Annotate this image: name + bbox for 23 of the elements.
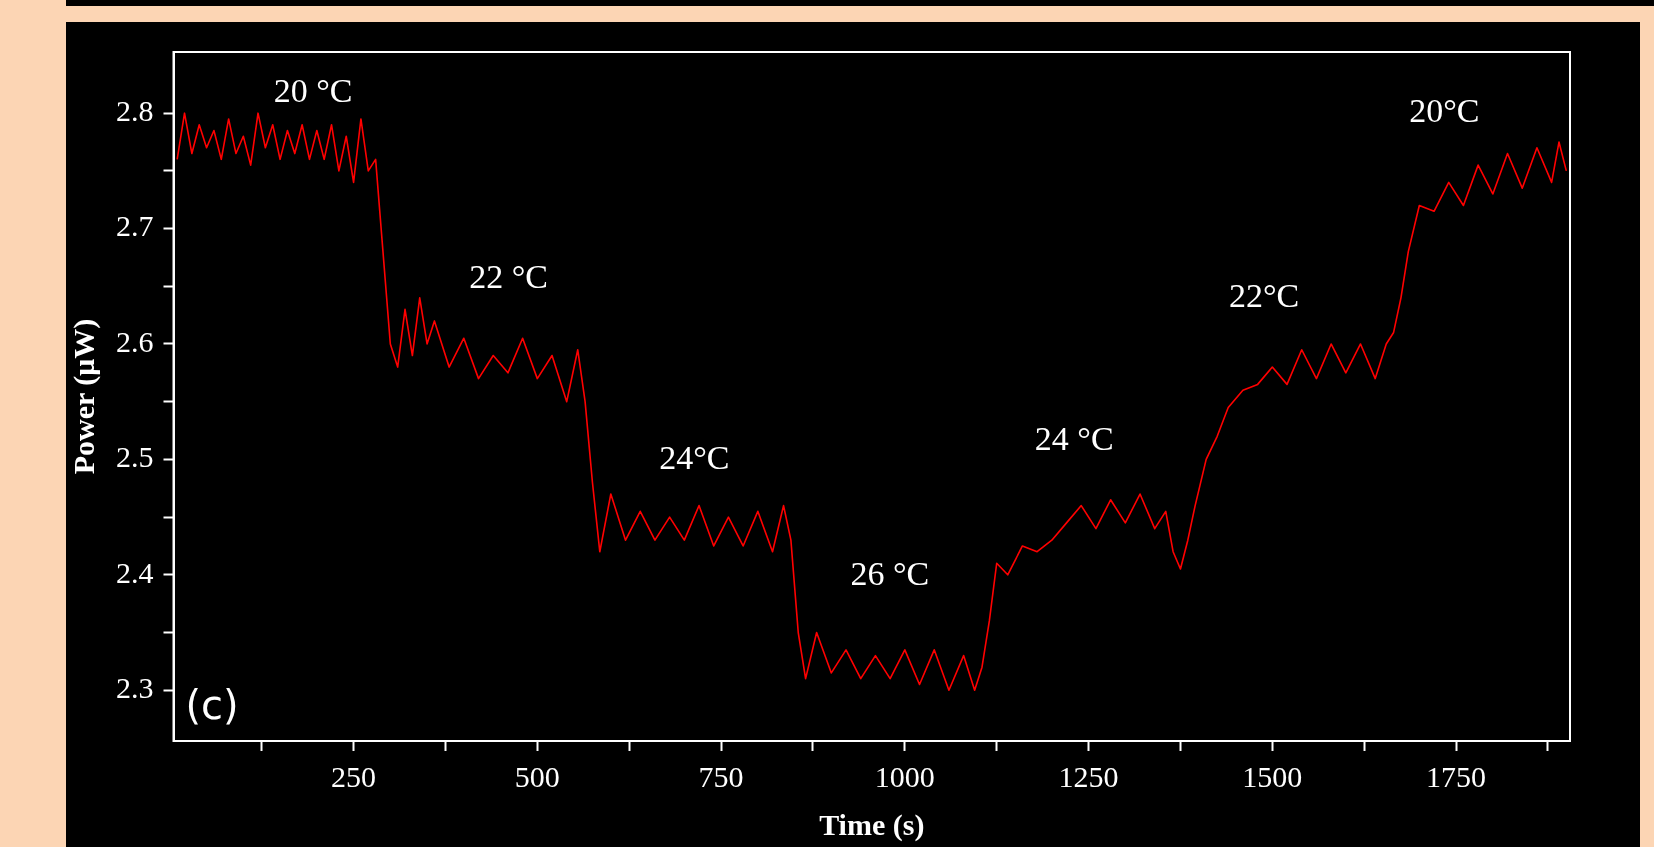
x-tick-label: 1500 <box>1242 759 1303 793</box>
y-tick-label: 2.5 <box>116 440 154 474</box>
y-tick-label: 2.3 <box>116 671 154 705</box>
annotation: 24°C <box>659 439 730 477</box>
x-tick-label: 1000 <box>874 759 935 793</box>
annotation: 22 °C <box>469 258 549 296</box>
y-tick-label: 2.8 <box>116 94 154 128</box>
annotation: 26 °C <box>850 554 930 592</box>
y-tick-label: 2.7 <box>116 209 154 243</box>
annotation: 20 °C <box>273 72 353 110</box>
x-tick-label: 1750 <box>1426 759 1487 793</box>
x-tick-label: 1250 <box>1058 759 1119 793</box>
annotation: 20°C <box>1409 92 1480 130</box>
y-tick-label: 2.6 <box>116 324 154 358</box>
annotation: 24 °C <box>1034 419 1114 457</box>
x-tick-label: 500 <box>514 759 560 793</box>
y-tick-label: 2.4 <box>116 555 154 589</box>
x-axis-title: Time (s) <box>819 807 925 842</box>
annotation: 22°C <box>1229 276 1300 314</box>
annotation: (c) <box>185 682 239 729</box>
x-tick-label: 750 <box>698 759 744 793</box>
y-axis-title: Power (μW) <box>66 318 101 475</box>
x-tick-label: 250 <box>331 759 377 793</box>
